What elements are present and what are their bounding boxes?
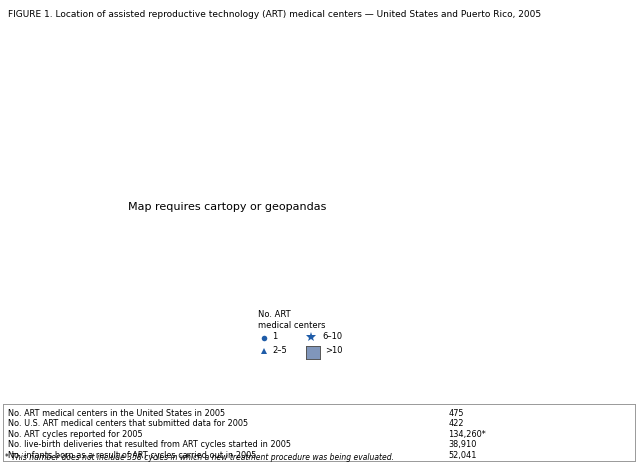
Text: >10: >10	[325, 345, 343, 355]
Text: No. ART medical centers in the United States in 2005: No. ART medical centers in the United St…	[8, 409, 226, 418]
Text: Map requires cartopy or geopandas: Map requires cartopy or geopandas	[128, 202, 327, 212]
Text: 1: 1	[272, 332, 278, 341]
Text: 475: 475	[448, 409, 464, 418]
Text: 52,041: 52,041	[448, 450, 477, 460]
Text: 422: 422	[448, 419, 464, 428]
Text: medical centers: medical centers	[258, 321, 326, 330]
Text: No. ART: No. ART	[258, 310, 291, 319]
Text: No. ART cycles reported for 2005: No. ART cycles reported for 2005	[8, 430, 143, 438]
Text: 134,260*: 134,260*	[448, 430, 486, 438]
Text: No. U.S. ART medical centers that submitted data for 2005: No. U.S. ART medical centers that submit…	[8, 419, 248, 428]
Text: 6–10: 6–10	[322, 332, 342, 341]
Text: No. live-birth deliveries that resulted from ART cycles started in 2005: No. live-birth deliveries that resulted …	[8, 440, 291, 449]
Text: FIGURE 1. Location of assisted reproductive technology (ART) medical centers — U: FIGURE 1. Location of assisted reproduct…	[8, 10, 541, 19]
Text: No. infants born as a result of ART cycles carried out in 2005: No. infants born as a result of ART cycl…	[8, 450, 256, 460]
Text: * This number does not include 358 cycles in which a new treatment procedure was: * This number does not include 358 cycle…	[5, 453, 394, 462]
Text: 38,910: 38,910	[448, 440, 477, 449]
Text: 2–5: 2–5	[272, 345, 287, 355]
